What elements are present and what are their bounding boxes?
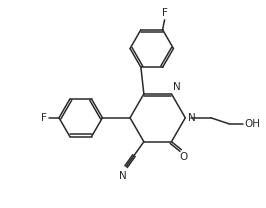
Text: OH: OH <box>244 119 260 129</box>
Text: F: F <box>162 8 168 18</box>
Text: O: O <box>179 152 188 162</box>
Text: N: N <box>173 82 181 92</box>
Text: N: N <box>188 113 196 123</box>
Text: F: F <box>41 113 47 123</box>
Text: N: N <box>119 171 127 181</box>
